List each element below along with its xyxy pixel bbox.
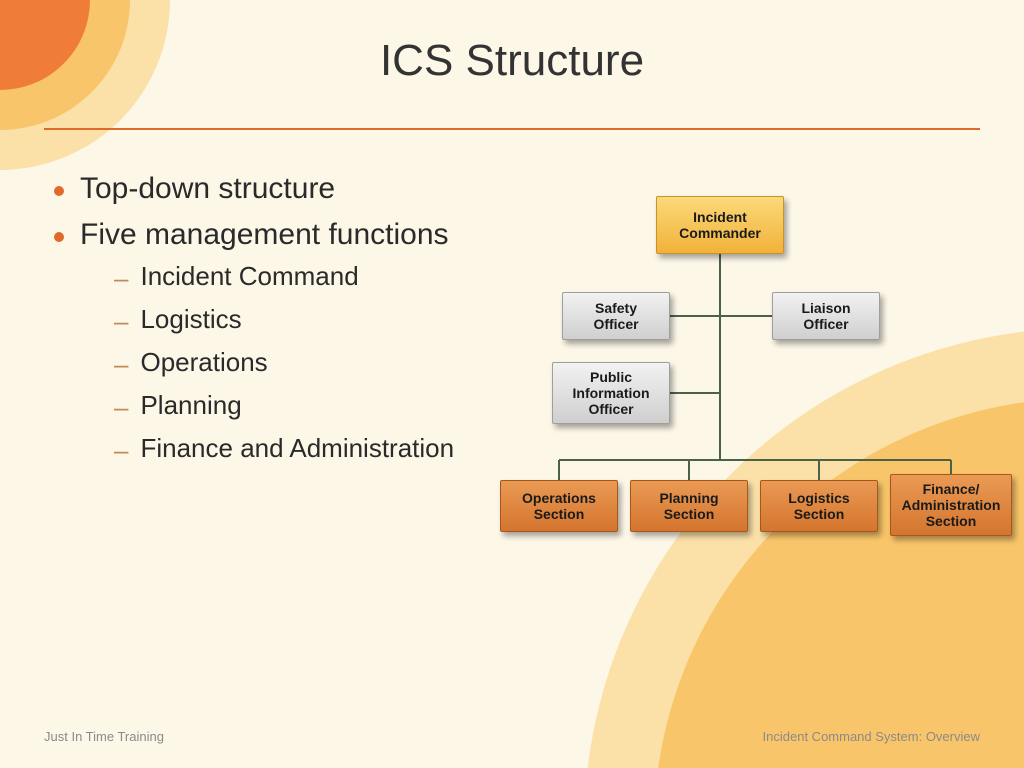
org-node-ops: OperationsSection	[500, 480, 618, 532]
sub-bullet-text: Planning	[140, 390, 241, 421]
bullet-level1: Top-down structure	[54, 170, 494, 208]
bullet-dot-icon	[54, 186, 64, 196]
sub-bullet-list: –Incident Command–Logistics–Operations–P…	[114, 261, 494, 466]
org-node-pio: PublicInformationOfficer	[552, 362, 670, 424]
sub-bullet-text: Operations	[140, 347, 267, 378]
org-node-so: SafetyOfficer	[562, 292, 670, 340]
org-node-fin: Finance/AdministrationSection	[890, 474, 1012, 536]
bullet-text: Five management functions	[80, 216, 449, 254]
dash-icon: –	[114, 349, 128, 380]
bullet-level1: Five management functions	[54, 216, 494, 254]
bullet-level2: –Logistics	[114, 304, 494, 337]
org-node-pln: PlanningSection	[630, 480, 748, 532]
bullet-text: Top-down structure	[80, 170, 335, 208]
slide: ICS Structure Top-down structure Five man…	[0, 0, 1024, 768]
bullet-dot-icon	[54, 232, 64, 242]
org-chart: IncidentCommander SafetyOfficer LiaisonOff…	[500, 196, 1012, 576]
footer-right: Incident Command System: Overview	[763, 729, 980, 744]
footer-left: Just In Time Training	[44, 729, 164, 744]
bullet-level2: –Incident Command	[114, 261, 494, 294]
bullet-level2: –Planning	[114, 390, 494, 423]
bullet-list: Top-down structure Five management functi…	[54, 170, 494, 476]
dash-icon: –	[114, 435, 128, 466]
dash-icon: –	[114, 263, 128, 294]
org-node-lo: LiaisonOfficer	[772, 292, 880, 340]
org-node-log: LogisticsSection	[760, 480, 878, 532]
dash-icon: –	[114, 306, 128, 337]
dash-icon: –	[114, 392, 128, 423]
sub-bullet-text: Incident Command	[140, 261, 358, 292]
sub-bullet-text: Finance and Administration	[140, 433, 454, 464]
bullet-level2: –Operations	[114, 347, 494, 380]
title-rule	[44, 128, 980, 130]
slide-title: ICS Structure	[0, 36, 1024, 86]
bullet-level2: –Finance and Administration	[114, 433, 494, 466]
sub-bullet-text: Logistics	[140, 304, 241, 335]
org-node-ic: IncidentCommander	[656, 196, 784, 254]
